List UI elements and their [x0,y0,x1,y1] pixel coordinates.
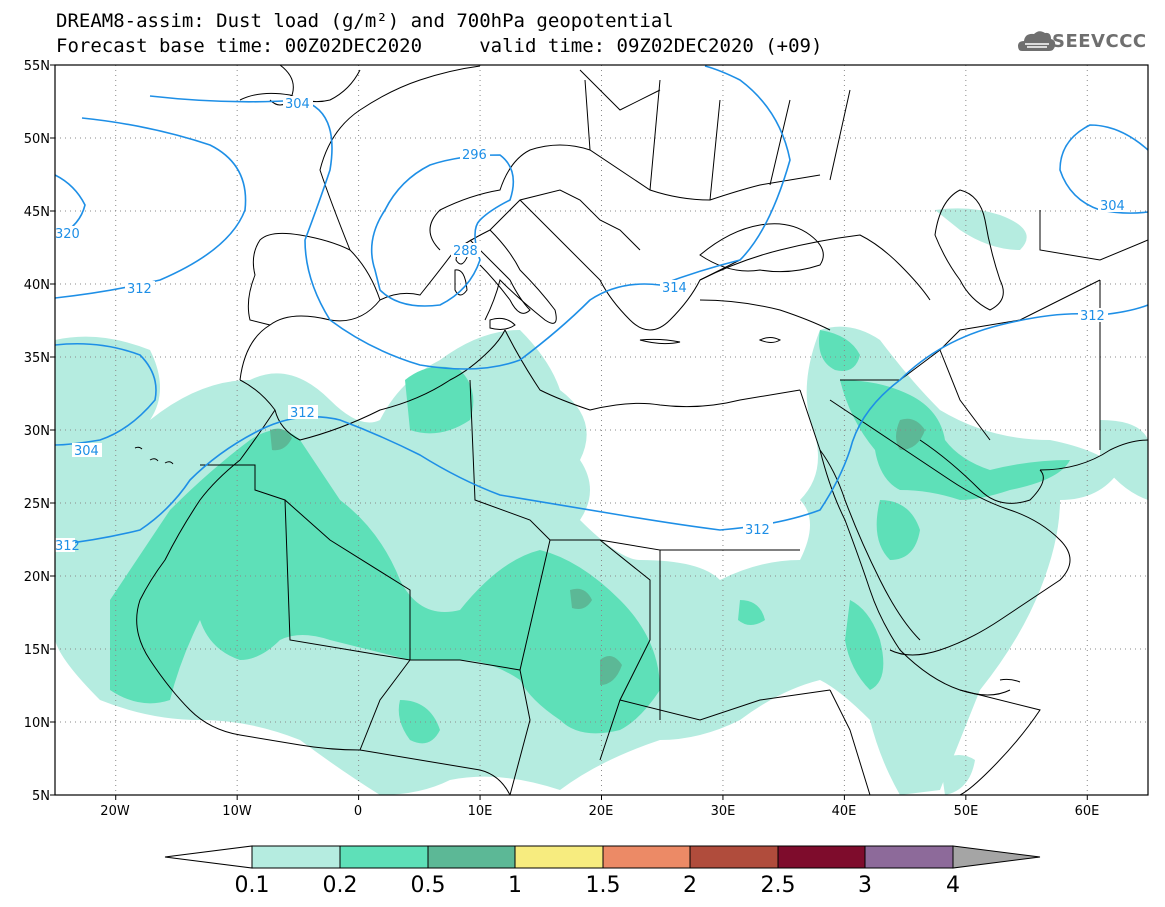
colorbar-label: 4 [946,873,960,898]
lat-label: 50N [24,132,50,147]
colorbar-segment [864,845,954,869]
lat-label: 40N [24,278,50,293]
colorbar-segment [777,845,866,869]
colorbar-label: 1.5 [586,873,621,898]
contour-label: 304 [1100,199,1125,214]
lat-label: 25N [24,497,50,512]
lat-label: 5N [32,789,50,804]
colorbar-label: 0.5 [411,873,446,898]
colorbar-label: 0.2 [323,873,358,898]
colorbar-label: 1 [508,873,522,898]
dust-level-0.1-area [55,208,1148,795]
contour-label: 288 [453,244,478,259]
graticule-grid [55,65,1148,795]
lon-label: 50E [954,804,979,819]
lat-label: 35N [24,351,50,366]
colorbar-segment [514,845,604,869]
lat-label: 15N [24,643,50,658]
logo-text: SEEVCCC [1052,31,1147,52]
colorbar-segment [602,845,691,869]
contour-label: 304 [74,444,99,459]
lat-label: 10N [24,716,50,731]
longitude-labels: 20W 10W 0 10E 20E 30E 40E 50E 60E [100,804,1099,819]
map-title: DREAM8-assim: Dust load (g/m²) and 700hP… [56,10,674,32]
contour-label: 314 [662,281,687,296]
colorbar-label: 0.1 [235,873,270,898]
colorbar-legend [164,845,1041,869]
contour-label: 296 [462,148,487,163]
lon-label: 20E [589,804,614,819]
colorbar-labels: 0.1 0.2 0.5 1 1.5 2 2.5 3 4 [235,873,961,898]
contour-label: 320 [55,227,80,242]
colorbar-segment [251,845,341,869]
axis-ticks [50,64,1088,800]
lon-label: 40E [832,804,857,819]
lat-label: 45N [24,205,50,220]
lon-label: 0 [354,804,362,819]
contour-label: 312 [127,282,152,297]
forecast-time-subtitle: Forecast base time: 00Z02DEC2020 valid t… [56,35,823,57]
contour-label: 312 [1080,309,1105,324]
latitude-labels: 55N 50N 45N 40N 35N 30N 25N 20N 15N 10N … [24,59,50,804]
colorbar-label: 2 [683,873,697,898]
geopotential-contours [55,65,1148,546]
colorbar-label: 3 [858,873,872,898]
dust-level-0.5-area [270,418,925,685]
contour-label: 312 [290,406,315,421]
lon-label: 20W [100,804,130,819]
colorbar-low-triangle [164,845,253,869]
dust-load-shading [55,208,1148,795]
contour-label: 312 [745,523,770,538]
colorbar-label: 2.5 [761,873,796,898]
colorbar-segment [339,845,429,869]
lat-label: 20N [24,570,50,585]
lon-label: 60E [1075,804,1100,819]
lon-label: 30E [711,804,736,819]
lon-label: 10W [222,804,252,819]
contour-label: 312 [55,539,80,554]
contour-label: 304 [285,97,310,112]
lat-label: 30N [24,424,50,439]
colorbar-segment [689,845,779,869]
lon-label: 10E [468,804,493,819]
colorbar-segment [427,845,516,869]
contour-labels: 304 296 288 312 314 312 304 312 312 320 … [55,96,1128,554]
lat-label: 55N [24,59,50,74]
coastlines-and-borders [134,65,1148,795]
cloud-logo-icon [1018,31,1056,51]
colorbar-high-triangle [952,845,1041,869]
